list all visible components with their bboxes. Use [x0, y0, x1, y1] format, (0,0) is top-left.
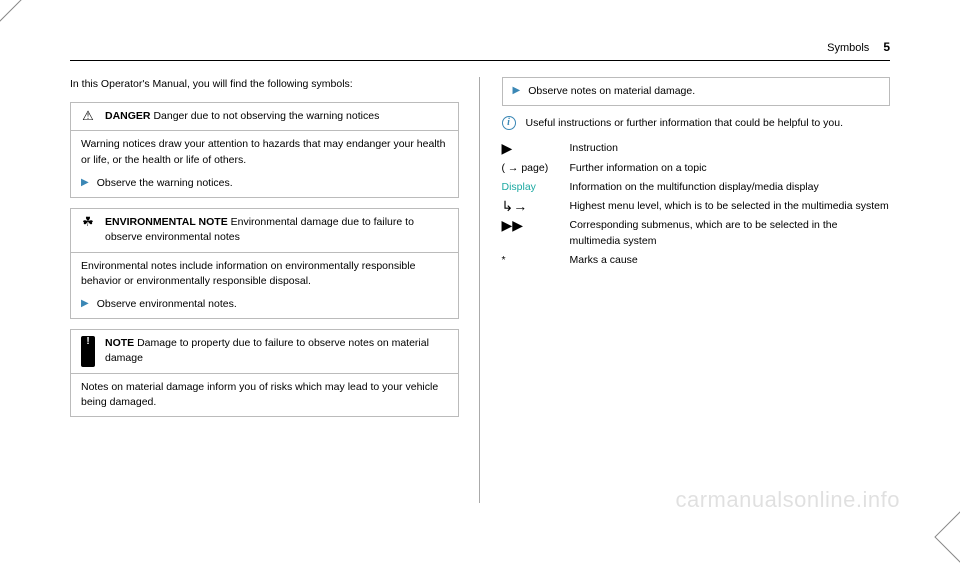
- info-text: Useful instructions or further informati…: [526, 116, 844, 131]
- env-title: ENVIRONMENTAL NOTE: [105, 216, 228, 228]
- env-body: Environmental notes include information …: [71, 253, 458, 295]
- symbol-desc: Instruction: [570, 141, 618, 156]
- note-title: NOTE: [105, 337, 134, 349]
- env-head-text: ENVIRONMENTAL NOTE Environmental damage …: [105, 215, 448, 245]
- intro-text: In this Operator's Manual, you will find…: [70, 77, 459, 92]
- page-number: 5: [883, 40, 890, 54]
- env-bullet: Observe environmental notes.: [97, 297, 237, 312]
- triangle-icon: ▶: [81, 176, 89, 191]
- triangle-icon: ▶: [81, 297, 89, 312]
- note-head-text: NOTE Damage to property due to failure t…: [105, 336, 448, 366]
- symbol-row: * Marks a cause: [502, 253, 891, 268]
- column-left: In this Operator's Manual, you will find…: [70, 77, 480, 503]
- symbol-row: ▶ Instruction: [502, 141, 891, 156]
- column-right: ▶ Observe notes on material damage. i Us…: [502, 77, 891, 503]
- danger-bullet-row: ▶ Observe the warning notices.: [71, 174, 458, 197]
- triangle-icon: ▶: [513, 84, 521, 99]
- symbol-row: Display Information on the multifunction…: [502, 180, 891, 195]
- warning-icon: ⚠: [81, 109, 95, 124]
- danger-subtitle: Danger due to not observing the warning …: [153, 110, 379, 122]
- info-row: i Useful instructions or further informa…: [502, 116, 891, 131]
- danger-head-text: DANGER Danger due to not observing the w…: [105, 109, 379, 124]
- symbol-row: ▶▶ Corresponding submenus, which are to …: [502, 218, 891, 248]
- danger-box: ⚠ DANGER Danger due to not observing the…: [70, 102, 459, 198]
- exclaim-icon: !: [81, 336, 95, 366]
- watermark: carmanualsonline.info: [675, 487, 900, 513]
- note-box: ! NOTE Damage to property due to failure…: [70, 329, 459, 417]
- env-box: ☘ ENVIRONMENTAL NOTE Environmental damag…: [70, 208, 459, 319]
- symbol-key: ▶: [502, 141, 562, 156]
- symbol-key: ( → page): [502, 161, 562, 176]
- page-container: Symbols 5 In this Operator's Manual, you…: [0, 0, 960, 533]
- symbol-desc: Highest menu level, which is to be selec…: [570, 199, 889, 214]
- note-bullet-row: ▶ Observe notes on material damage.: [503, 78, 890, 105]
- danger-bullet: Observe the warning notices.: [97, 176, 233, 191]
- symbol-desc: Corresponding submenus, which are to be …: [570, 218, 891, 248]
- note-bullet-box: ▶ Observe notes on material damage.: [502, 77, 891, 106]
- symbol-row: ( → page) Further information on a topic: [502, 161, 891, 176]
- env-bullet-row: ▶ Observe environmental notes.: [71, 295, 458, 318]
- symbol-key: ↳→: [502, 199, 562, 214]
- env-head: ☘ ENVIRONMENTAL NOTE Environmental damag…: [71, 209, 458, 252]
- note-bullet: Observe notes on material damage.: [528, 84, 695, 99]
- symbol-row: ↳→ Highest menu level, which is to be se…: [502, 199, 891, 214]
- note-subtitle: Damage to property due to failure to obs…: [105, 337, 429, 364]
- symbol-table: ▶ Instruction ( → page) Further informat…: [502, 141, 891, 268]
- note-head: ! NOTE Damage to property due to failure…: [71, 330, 458, 373]
- page-header: Symbols 5: [70, 40, 890, 61]
- symbol-key: *: [502, 253, 562, 268]
- danger-body: Warning notices draw your attention to h…: [71, 131, 458, 173]
- symbol-desc: Marks a cause: [570, 253, 638, 268]
- symbol-desc: Information on the multifunction display…: [570, 180, 819, 195]
- leaf-icon: ☘: [81, 215, 95, 245]
- symbol-desc: Further information on a topic: [570, 161, 707, 176]
- section-title: Symbols: [827, 42, 869, 54]
- info-icon: i: [502, 116, 516, 130]
- danger-head: ⚠ DANGER Danger due to not observing the…: [71, 103, 458, 131]
- danger-title: DANGER: [105, 110, 151, 122]
- symbol-key: Display: [502, 180, 562, 195]
- note-body: Notes on material damage inform you of r…: [71, 374, 458, 416]
- content-columns: In this Operator's Manual, you will find…: [70, 77, 890, 503]
- symbol-key: ▶▶: [502, 218, 562, 248]
